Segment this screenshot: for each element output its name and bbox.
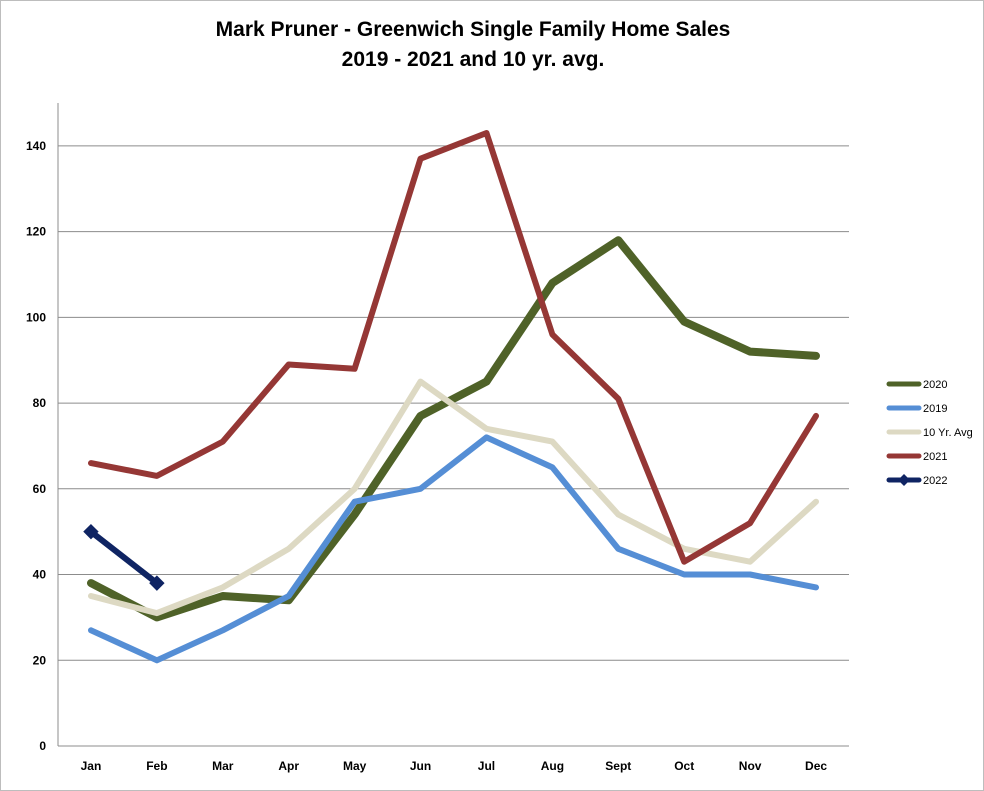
x-tick-label: Nov [739, 759, 762, 773]
legend-marker-2022 [898, 474, 910, 486]
legend-label-2021: 2021 [923, 451, 947, 463]
y-tick-label: 40 [33, 568, 47, 582]
x-tick-label: Dec [805, 759, 827, 773]
x-tick-label: Jul [478, 759, 495, 773]
series-line-2021 [88, 130, 819, 565]
legend-label-10-yr-avg: 10 Yr. Avg [923, 427, 973, 439]
chart-title-line-1: Mark Pruner - Greenwich Single Family Ho… [215, 18, 731, 41]
x-tick-label: Apr [278, 759, 299, 773]
legend-label-2022: 2022 [923, 475, 947, 487]
y-tick-label: 80 [33, 396, 47, 410]
chart-title-line-2: 2019 - 2021 and 10 yr. avg. [341, 48, 605, 71]
series-line-10-yr-avg [88, 378, 819, 617]
legend: 2020 2019 10 Yr. Avg 2021 2022 [886, 379, 973, 487]
y-tick-label: 140 [26, 139, 46, 153]
x-tick-label: Jun [410, 759, 431, 773]
axes: 0 20 40 60 80 100 120 140 Jan Feb Mar Apr May Jun Jul A… [26, 103, 849, 773]
x-tick-label: Sept [605, 759, 631, 773]
legend-label-2020: 2020 [923, 379, 947, 391]
y-tick-label: 0 [39, 739, 46, 753]
x-tick-label: Jan [81, 759, 102, 773]
x-tick-label: May [343, 759, 367, 773]
chart-title: Mark Pruner - Greenwich Single Family Ho… [1, 15, 945, 75]
y-tick-label: 120 [26, 225, 46, 239]
y-tick-label: 60 [33, 482, 47, 496]
legend-label-2019: 2019 [923, 403, 947, 415]
series-line-2020 [87, 236, 820, 622]
series-line-2019 [88, 434, 819, 664]
x-tick-label: Oct [674, 759, 694, 773]
data-point-2022 [83, 523, 99, 540]
x-tick-label: Mar [212, 759, 234, 773]
x-tick-label: Aug [541, 759, 564, 773]
y-tick-label: 20 [33, 653, 47, 667]
series-lines [83, 130, 820, 664]
series-line-2022 [88, 528, 160, 587]
x-tick-label: Feb [146, 759, 167, 773]
data-point-2022 [149, 575, 165, 591]
y-tick-label: 100 [26, 310, 46, 324]
